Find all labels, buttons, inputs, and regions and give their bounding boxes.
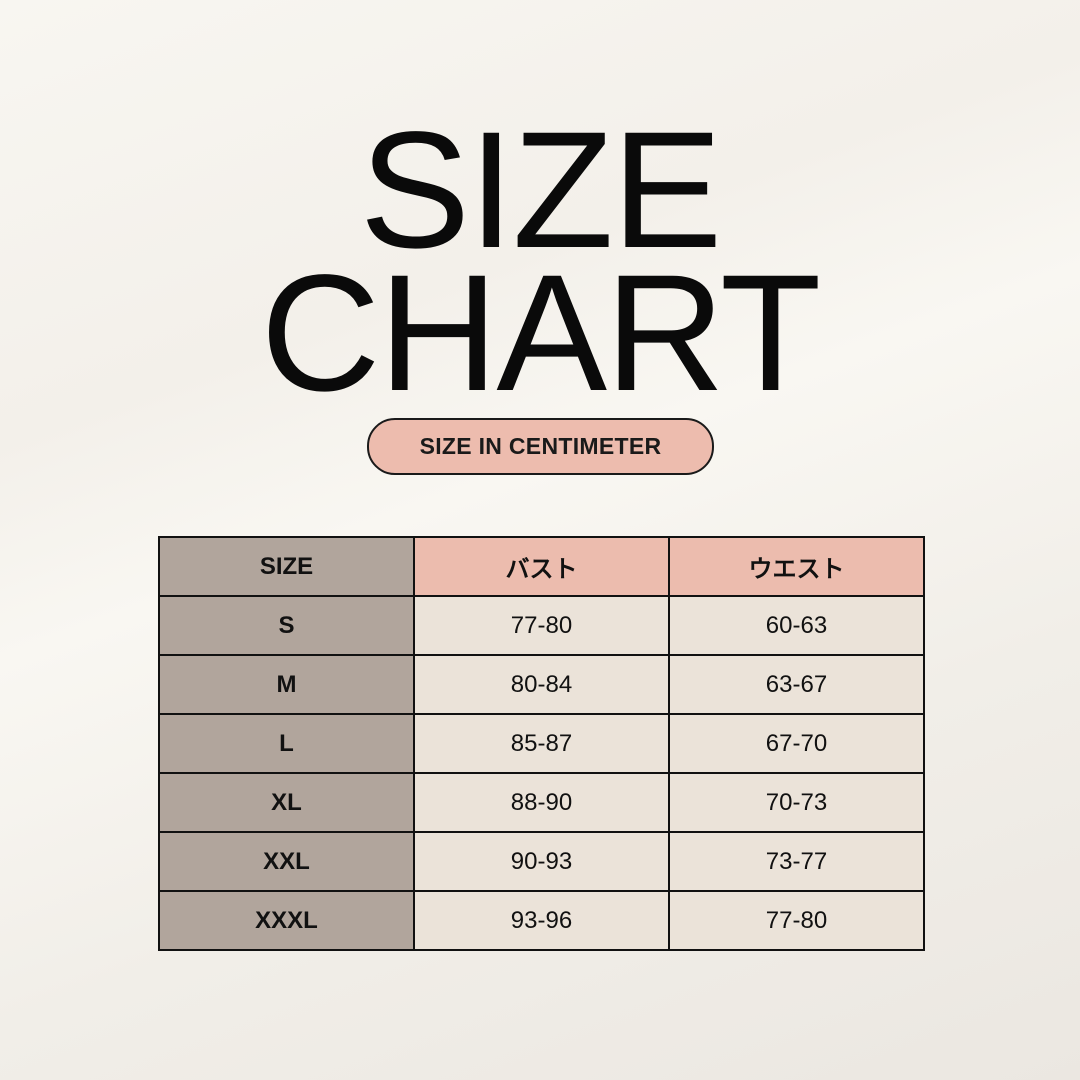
cell-size: XXXL	[158, 890, 415, 951]
cell-bust: 85-87	[413, 713, 670, 774]
cell-bust: 77-80	[413, 595, 670, 656]
cell-size: XL	[158, 772, 415, 833]
cell-size: XXL	[158, 831, 415, 892]
header-waist: ウエスト	[668, 536, 925, 597]
cell-waist: 67-70	[668, 713, 925, 774]
cell-waist: 60-63	[668, 595, 925, 656]
unit-label: SIZE IN CENTIMETER	[419, 433, 662, 459]
table-row: L 85-87 67-70	[158, 713, 925, 774]
cell-waist: 77-80	[668, 890, 925, 951]
table-row: S 77-80 60-63	[158, 595, 925, 656]
cell-waist: 63-67	[668, 654, 925, 715]
table-header-row: SIZE バスト ウエスト	[158, 536, 925, 597]
cell-waist: 70-73	[668, 772, 925, 833]
cell-bust: 88-90	[413, 772, 670, 833]
table-row: XXXL 93-96 77-80	[158, 890, 925, 951]
cell-bust: 90-93	[413, 831, 670, 892]
table-row: XXL 90-93 73-77	[158, 831, 925, 892]
table-row: XL 88-90 70-73	[158, 772, 925, 833]
title-line-1: SIZE	[359, 98, 723, 283]
header-bust: バスト	[413, 536, 670, 597]
title-line-2: CHART	[260, 241, 822, 426]
size-table: SIZE バスト ウエスト S 77-80 60-63 M 80-84 63-67 L 85-…	[158, 536, 925, 951]
cell-bust: 80-84	[413, 654, 670, 715]
cell-size: S	[158, 595, 415, 656]
unit-badge: SIZE IN CENTIMETER	[367, 418, 714, 475]
cell-waist: 73-77	[668, 831, 925, 892]
table-row: M 80-84 63-67	[158, 654, 925, 715]
cell-bust: 93-96	[413, 890, 670, 951]
cell-size: M	[158, 654, 415, 715]
header-size: SIZE	[158, 536, 415, 597]
cell-size: L	[158, 713, 415, 774]
